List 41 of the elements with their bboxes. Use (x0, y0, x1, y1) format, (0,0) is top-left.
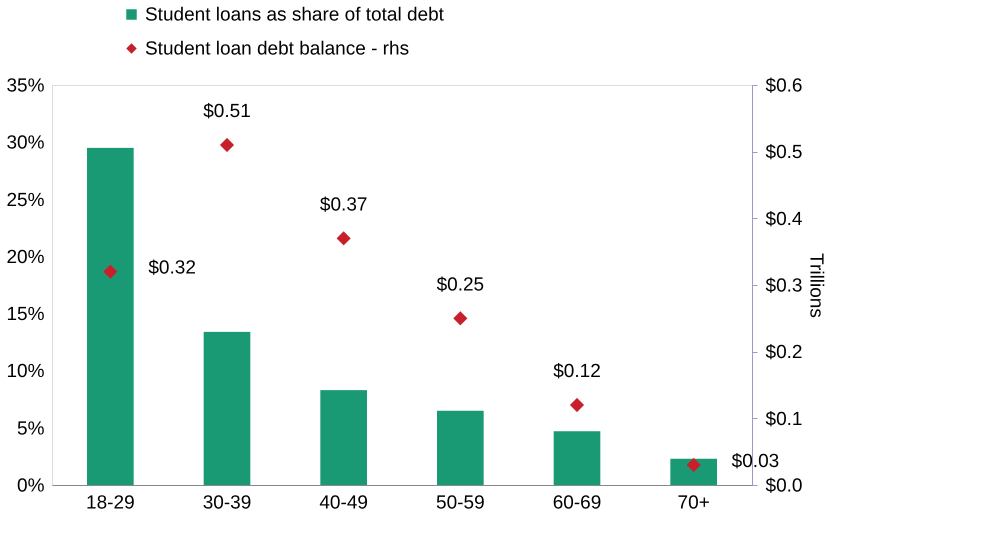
y-tick-label: 25% (6, 190, 45, 211)
x-tick-label: 60-69 (552, 492, 602, 514)
data-label: $0.12 (553, 361, 601, 382)
point (336, 231, 351, 246)
data-label: $0.37 (320, 194, 368, 216)
point (103, 264, 118, 279)
x-tick-label: 40-49 (319, 492, 368, 514)
point (570, 398, 584, 412)
y-tick-label: 20% (6, 246, 45, 268)
data-label: $0.32 (148, 258, 196, 279)
data-label: $0.25 (436, 274, 484, 296)
y-tick-label: 0% (17, 476, 45, 496)
y2-tick-label: $0.0 (766, 476, 802, 496)
x-tick-label: 70+ (678, 492, 710, 514)
y-tick-label: 30% (6, 132, 45, 154)
y2-tick-label: $0.6 (766, 76, 802, 96)
bar (87, 148, 134, 485)
legend-label: Student loan debt balance - rhs (145, 38, 410, 60)
bar (554, 431, 600, 485)
y2-tick-label: $0.1 (766, 408, 802, 430)
point (220, 138, 234, 152)
y-tick-label: 15% (6, 304, 45, 326)
y-tick-label: 10% (6, 361, 45, 382)
y-tick-label: 35% (6, 76, 45, 96)
y2-axis-title: Trillions (805, 253, 826, 318)
data-label: $0.03 (732, 451, 780, 472)
y2-tick-label: $0.4 (766, 208, 803, 230)
data-label: $0.51 (203, 101, 251, 122)
bar (320, 390, 367, 485)
y2-tick-label: $0.2 (766, 342, 802, 364)
bar (204, 332, 250, 485)
y2-tick-label: $0.3 (766, 276, 802, 296)
y-tick-label: 5% (17, 418, 45, 440)
x-tick-label: 50-59 (436, 492, 485, 514)
y2-tick-label: $0.5 (766, 142, 802, 164)
x-tick-label: 30-39 (202, 492, 252, 514)
legend-label: Student loans as share of total debt (145, 4, 445, 26)
x-tick-label: 18-29 (86, 492, 135, 514)
bar (437, 410, 484, 485)
bar (670, 458, 717, 485)
point (453, 311, 468, 326)
